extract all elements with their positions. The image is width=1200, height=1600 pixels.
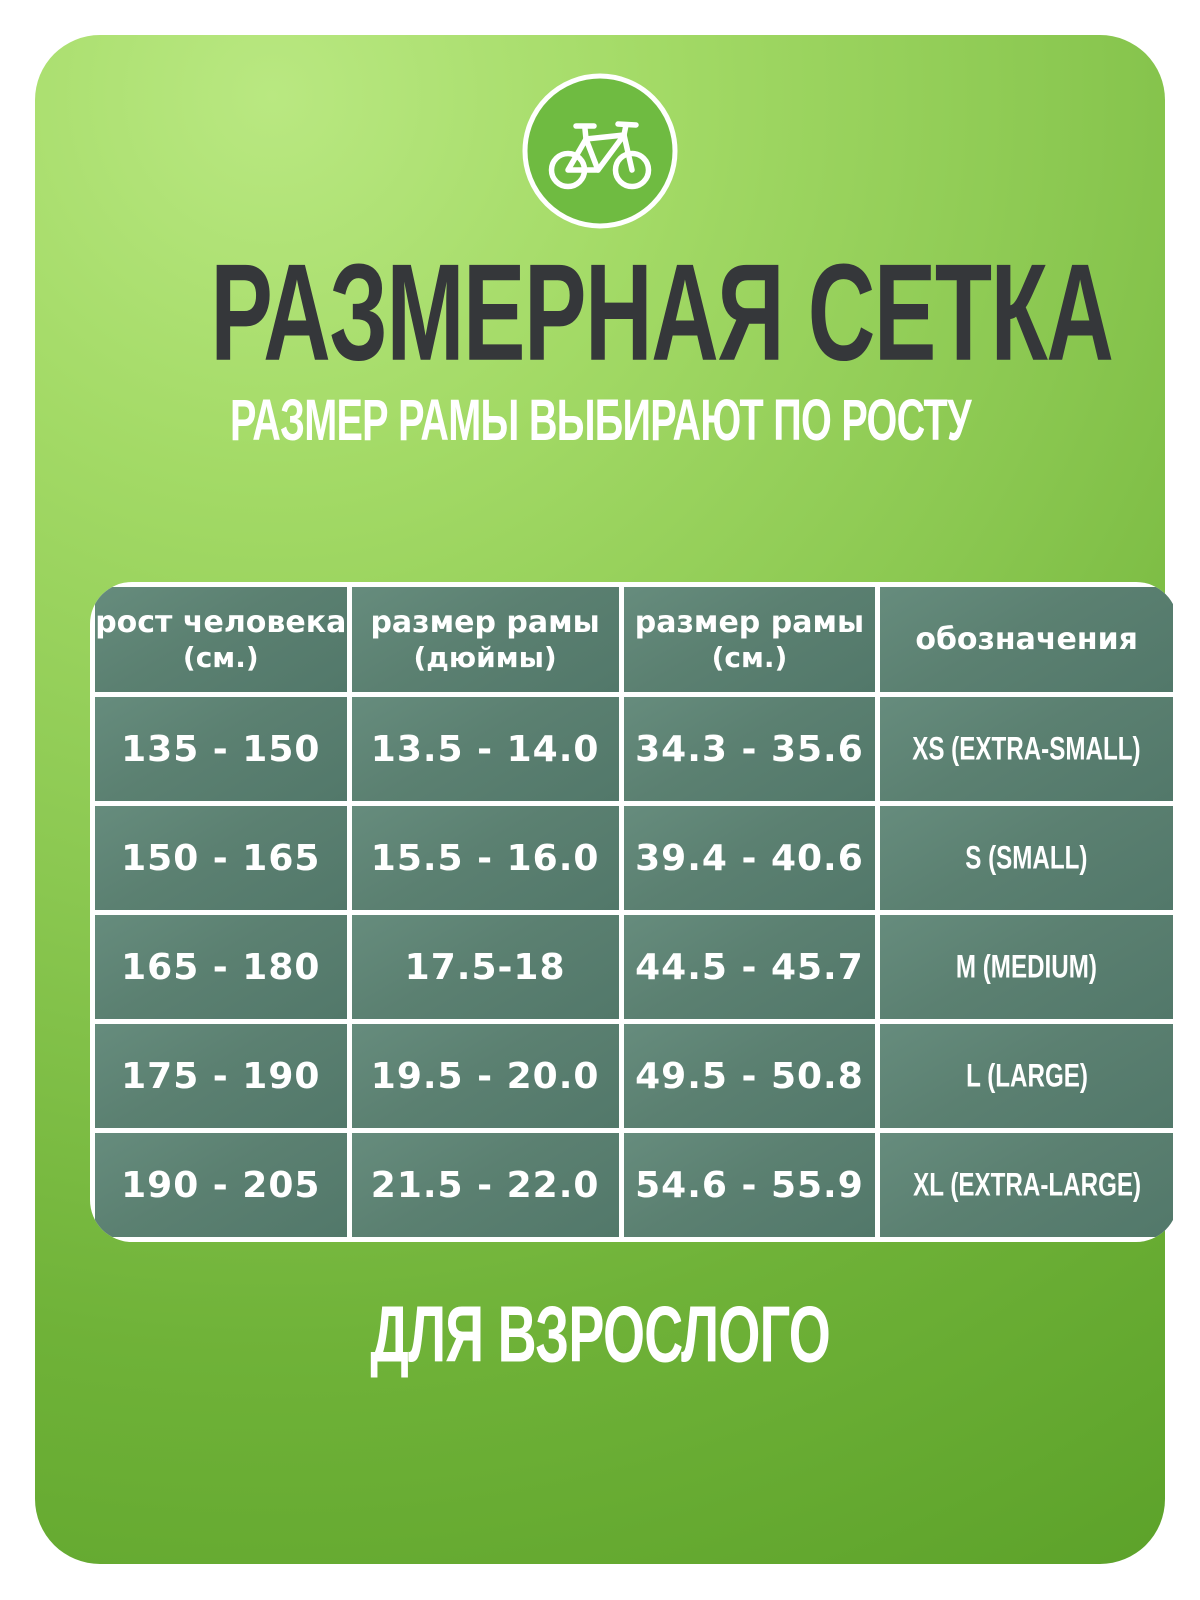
table-header-designation: обозначения: [880, 587, 1173, 692]
cell-value: 150 - 165: [121, 837, 321, 879]
table-cell: 150 - 165: [95, 806, 347, 910]
header-line1: рост человека: [95, 604, 347, 640]
table-cell: 15.5 - 16.0: [351, 806, 619, 910]
table-cell: 135 - 150: [95, 697, 347, 801]
table-cell: 54.6 - 55.9: [623, 1133, 876, 1237]
table-cell: 165 - 180: [95, 915, 347, 1019]
table-cell: 39.4 - 40.6: [623, 806, 876, 910]
cell-value: 34.3 - 35.6: [635, 728, 864, 770]
page-title: РАЗМЕРНАЯ СЕТКА: [35, 243, 1165, 381]
table-cell: 34.3 - 35.6: [623, 697, 876, 801]
cell-value: 15.5 - 16.0: [370, 837, 600, 879]
table-cell: 44.5 - 45.7: [623, 915, 876, 1019]
table-cell: 19.5 - 20.0: [351, 1024, 619, 1128]
cell-value: 21.5 - 22.0: [370, 1164, 600, 1206]
cell-value: 39.4 - 40.6: [635, 837, 864, 879]
cell-value: 13.5 - 14.0: [370, 728, 600, 770]
cell-value: XL (EXTRA-LARGE): [912, 1166, 1141, 1203]
table-cell: 13.5 - 14.0: [351, 697, 619, 801]
green-card: РАЗМЕРНАЯ СЕТКА РАЗМЕР РАМЫ ВЫБИРАЮТ ПО …: [35, 35, 1178, 1564]
bicycle-icon: [520, 71, 680, 235]
page-subtitle-text: РАЗМЕР РАМЫ ВЫБИРАЮТ ПО РОСТУ: [229, 387, 972, 453]
table-cell: 21.5 - 22.0: [351, 1133, 619, 1237]
table-cell: L (LARGE): [880, 1024, 1173, 1128]
page-subtitle: РАЗМЕР РАМЫ ВЫБИРАЮТ ПО РОСТУ: [35, 387, 1165, 453]
cell-value: M (MEDIUM): [956, 948, 1098, 985]
cell-value: 135 - 150: [121, 728, 321, 770]
table-cell: 190 - 205: [95, 1133, 347, 1237]
cell-value: 17.5-18: [404, 946, 566, 988]
cell-value: 19.5 - 20.0: [370, 1055, 600, 1097]
cell-value: 44.5 - 45.7: [635, 946, 864, 988]
table-cell: S (SMALL): [880, 806, 1173, 910]
cell-value: 54.6 - 55.9: [635, 1164, 864, 1206]
header-line2: (см.): [711, 640, 788, 674]
cell-value: 165 - 180: [121, 946, 321, 988]
table-cell: 49.5 - 50.8: [623, 1024, 876, 1128]
footer-label-text: ДЛЯ ВЗРОСЛОГО: [370, 1289, 830, 1379]
cell-value: 175 - 190: [121, 1055, 321, 1097]
cell-value: XS (EXTRA-SMALL): [912, 730, 1141, 767]
cell-value: S (SMALL): [965, 839, 1088, 876]
header-line2: (см.): [182, 640, 259, 674]
cell-value: 190 - 205: [121, 1164, 321, 1206]
table-cell: 175 - 190: [95, 1024, 347, 1128]
footer-label: ДЛЯ ВЗРОСЛОГО: [35, 1289, 1165, 1379]
header-line1: размер рамы: [634, 604, 865, 640]
table-cell: M (MEDIUM): [880, 915, 1173, 1019]
table-header-height: рост человека (см.): [95, 587, 347, 692]
header-line2: (дюймы): [413, 640, 557, 674]
header-line1: размер рамы: [370, 604, 600, 640]
page-title-text: РАЗМЕРНАЯ СЕТКА: [210, 234, 1114, 390]
table-cell: XL (EXTRA-LARGE): [880, 1133, 1173, 1237]
size-table: рост человека (см.) размер рамы (дюймы) …: [90, 582, 1178, 1242]
cell-value: L (LARGE): [965, 1057, 1088, 1094]
header-line1: обозначения: [915, 621, 1138, 657]
cell-value: 49.5 - 50.8: [635, 1055, 864, 1097]
table-cell: 17.5-18: [351, 915, 619, 1019]
table-header-frame-cm: размер рамы (см.): [623, 587, 876, 692]
table-cell: XS (EXTRA-SMALL): [880, 697, 1173, 801]
table-header-frame-inches: размер рамы (дюймы): [351, 587, 619, 692]
